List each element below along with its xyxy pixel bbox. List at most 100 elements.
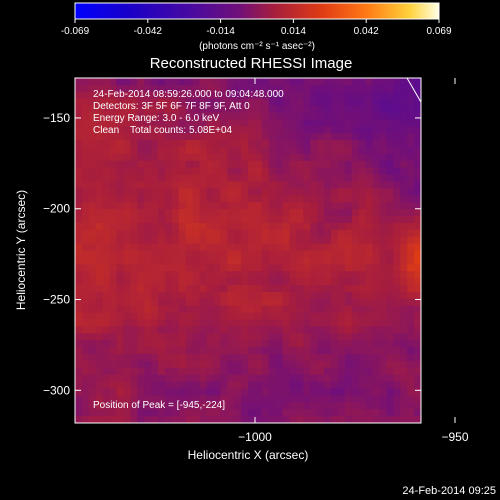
heatmap-cell (95, 209, 104, 217)
heatmap-cell (407, 195, 415, 203)
heatmap-cell (365, 105, 374, 114)
heatmap-cell (151, 326, 159, 334)
heatmap-cell (372, 312, 381, 321)
heatmap-cell (317, 119, 325, 127)
heatmap-cell (282, 78, 291, 86)
heatmap-cell (331, 257, 339, 265)
heatmap-cell (109, 84, 118, 93)
heatmap-cell (130, 160, 138, 169)
heatmap-cell (137, 126, 145, 134)
heatmap-cell (372, 126, 381, 134)
heatmap-cell (310, 250, 318, 258)
heatmap-cell (303, 105, 311, 114)
heatmap-cell (372, 381, 381, 390)
heatmap-cell (185, 298, 194, 307)
heatmap-cell (234, 236, 242, 245)
heatmap-cell (88, 140, 97, 148)
heatmap-cell (130, 264, 138, 272)
heatmap-cell (123, 91, 131, 100)
heatmap-cell (386, 291, 394, 300)
heatmap-cell (220, 402, 228, 410)
heatmap-cell (206, 112, 214, 120)
heatmap-cell (116, 174, 125, 183)
heatmap-cell (144, 126, 152, 134)
heatmap-cell (158, 98, 166, 107)
heatmap-cell (75, 119, 83, 127)
heatmap-cell (123, 367, 131, 376)
heatmap-cell (407, 84, 415, 93)
heatmap-cell (81, 140, 90, 148)
heatmap-cell (400, 416, 408, 423)
heatmap-cell (324, 119, 332, 127)
heatmap-cell (192, 105, 201, 114)
heatmap-cell (289, 209, 298, 217)
heatmap-cell (254, 105, 263, 114)
heatmap-cell (220, 291, 228, 300)
heatmap-cell (344, 202, 353, 210)
heatmap-cell (303, 381, 311, 390)
heatmap-cell (261, 84, 270, 93)
heatmap-cell (144, 257, 152, 265)
heatmap-cell (310, 153, 318, 162)
heatmap-cell (351, 181, 360, 189)
heatmap-cell (88, 147, 97, 155)
heatmap-cell (171, 347, 180, 355)
heatmap-cell (254, 188, 263, 196)
heatmap-cell (303, 271, 311, 279)
heatmap-cell (372, 167, 381, 176)
heatmap-cell (185, 78, 194, 86)
heatmap-cell (310, 216, 318, 224)
heatmap-cell (414, 160, 421, 169)
heatmap-cell (337, 147, 346, 155)
heatmap-cell (303, 188, 311, 196)
heatmap-cell (227, 354, 235, 362)
heatmap-cell (192, 381, 201, 390)
heatmap-cell (178, 112, 187, 120)
heatmap-cell (358, 298, 367, 307)
heatmap-cell (199, 416, 208, 423)
heatmap-cell (123, 202, 131, 210)
heatmap-cell (241, 167, 249, 176)
heatmap-cell (81, 278, 90, 286)
heatmap-cell (95, 319, 104, 327)
heatmap-cell (158, 91, 166, 100)
heatmap-cell (158, 209, 166, 217)
heatmap-cell (75, 126, 83, 134)
heatmap-cell (241, 305, 249, 314)
heatmap-cell (310, 105, 318, 114)
heatmap-cell (109, 209, 118, 217)
heatmap-cell (365, 354, 374, 362)
heatmap-cell (95, 312, 104, 321)
heatmap-cell (241, 91, 249, 100)
heatmap-cell (213, 243, 221, 252)
heatmap-cell (164, 78, 173, 86)
heatmap-cell (303, 119, 311, 127)
heatmap-cell (358, 84, 367, 93)
heatmap-cell (192, 167, 201, 176)
heatmap-cell (407, 298, 415, 307)
heatmap-cell (248, 147, 256, 155)
heatmap-cell (227, 167, 235, 176)
heatmap-cell (109, 140, 118, 148)
heatmap-cell (358, 126, 367, 134)
heatmap-cell (158, 319, 166, 327)
heatmap-cell (185, 98, 194, 107)
heatmap-cell (324, 416, 332, 423)
heatmap-cell (206, 298, 214, 307)
heatmap-cell (282, 278, 291, 286)
heatmap-cell (400, 174, 408, 183)
heatmap-cell (344, 195, 353, 203)
heatmap-cell (254, 416, 263, 423)
heatmap-cell (296, 222, 304, 231)
heatmap-cell (95, 291, 104, 300)
heatmap-cell (317, 167, 325, 176)
heatmap-cell (102, 367, 111, 376)
heatmap-cell (379, 188, 387, 196)
heatmap-cell (151, 360, 159, 369)
heatmap-cell (220, 250, 228, 258)
heatmap-cell (206, 126, 214, 134)
heatmap-cell (88, 305, 97, 314)
heatmap-cell (379, 153, 387, 162)
heatmap-cell (171, 381, 180, 390)
heatmap-cell (206, 305, 214, 314)
